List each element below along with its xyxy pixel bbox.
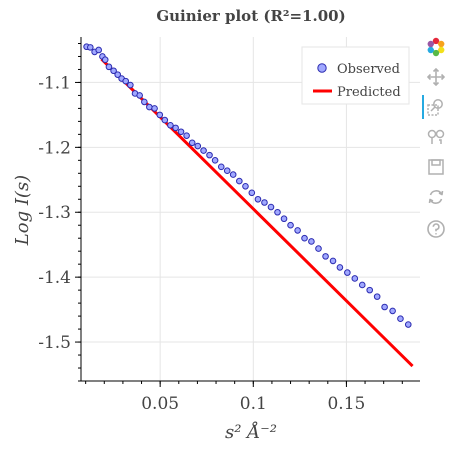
- y-tick-label: -1.3: [38, 203, 71, 223]
- x-tick-label: 0.15: [327, 394, 365, 414]
- observed-point: [127, 81, 134, 89]
- observed-point: [151, 105, 158, 112]
- observed-point: [156, 111, 164, 119]
- observed-point: [381, 303, 388, 311]
- y-axis-label: Log I(s): [12, 175, 33, 246]
- observed-point: [358, 281, 366, 289]
- active-tool-indicator: [422, 95, 424, 119]
- observed-point: [229, 171, 237, 178]
- observed-point: [261, 199, 268, 206]
- bokeh-logo-icon[interactable]: [425, 36, 447, 58]
- reset-icon[interactable]: [425, 186, 447, 208]
- observed-point: [301, 234, 308, 242]
- observed-series: [83, 43, 412, 328]
- observed-point: [95, 46, 102, 54]
- observed-point: [322, 253, 329, 260]
- x-tick-label: 0.05: [141, 394, 179, 414]
- observed-point: [315, 245, 322, 252]
- observed-point: [172, 124, 179, 132]
- observed-point: [136, 92, 143, 99]
- observed-point: [110, 67, 117, 75]
- observed-point: [397, 315, 404, 322]
- observed-point: [254, 195, 262, 203]
- pan-icon[interactable]: [422, 66, 447, 119]
- legend-label: Observed: [337, 62, 400, 77]
- observed-point: [217, 163, 225, 171]
- observed-point: [344, 269, 351, 276]
- legend-box: [301, 46, 410, 105]
- observed-point: [122, 77, 130, 85]
- help-icon[interactable]: [425, 218, 447, 240]
- observed-point: [101, 56, 109, 64]
- x-axis-label: s² Å⁻²: [225, 421, 277, 443]
- observed-point: [194, 142, 202, 150]
- legend-label: Predicted: [337, 85, 401, 100]
- observed-point: [366, 286, 374, 294]
- observed-point: [280, 215, 288, 223]
- observed-point: [294, 227, 301, 234]
- observed-point: [188, 139, 196, 147]
- y-tick-label: -1.1: [38, 73, 71, 93]
- observed-point: [351, 275, 359, 282]
- observed-point: [87, 44, 94, 51]
- wheel-zoom-icon[interactable]: [425, 126, 447, 148]
- chart-toolbar: [422, 36, 450, 246]
- observed-point: [146, 103, 153, 111]
- observed-point: [404, 321, 412, 328]
- observed-point: [267, 203, 275, 211]
- observed-point: [236, 177, 243, 185]
- observed-point: [114, 71, 121, 78]
- observed-point: [373, 293, 381, 300]
- observed-point: [308, 238, 315, 245]
- observed-point: [248, 189, 256, 197]
- observed-point: [200, 147, 207, 154]
- save-icon[interactable]: [425, 156, 447, 178]
- legend: Observed Predicted: [301, 46, 410, 105]
- observed-point: [336, 264, 344, 271]
- observed-point: [141, 98, 148, 106]
- chart-title: Guinier plot (R²=1.00): [156, 7, 345, 25]
- observed-point: [274, 208, 281, 216]
- observed-point: [223, 167, 231, 175]
- observed-point: [105, 63, 113, 71]
- axes: 0.05 0.1 0.15 -1.1 -1.2 -1.3 -1.4 -1.5: [38, 37, 420, 414]
- observed-point: [161, 116, 169, 124]
- observed-point: [167, 121, 174, 129]
- observed-point: [183, 132, 190, 139]
- observed-point: [177, 128, 185, 136]
- y-tick-label: -1.5: [38, 333, 71, 353]
- y-tick-label: -1.4: [38, 268, 71, 288]
- y-tick-label: -1.2: [38, 138, 71, 158]
- legend-marker-swatch: [317, 63, 327, 73]
- observed-point: [329, 257, 337, 265]
- observed-point: [242, 182, 249, 190]
- observed-point: [206, 151, 213, 159]
- observed-point: [389, 307, 396, 315]
- observed-point: [211, 157, 219, 164]
- x-tick-label: 0.1: [240, 394, 267, 414]
- box-zoom-icon[interactable]: [425, 96, 447, 118]
- observed-point: [287, 221, 294, 229]
